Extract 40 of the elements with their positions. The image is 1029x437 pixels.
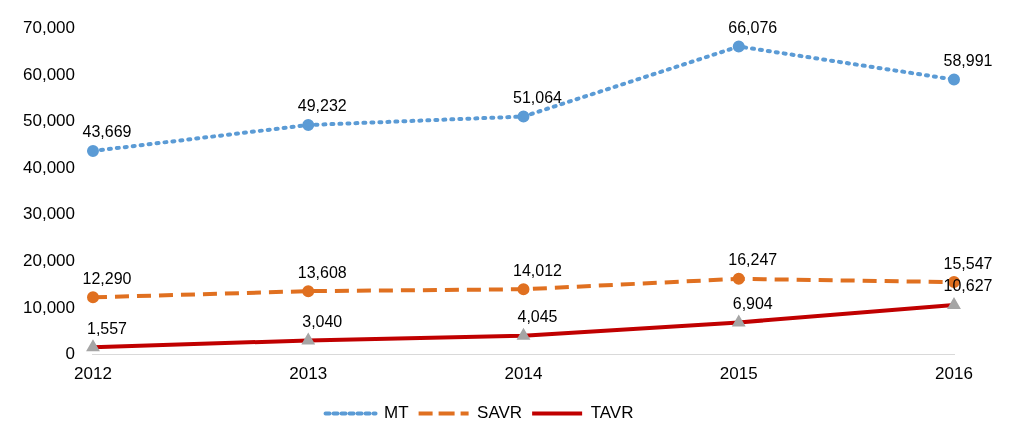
data-label: 10,627	[943, 277, 993, 295]
y-tick-label: 70,000	[23, 17, 75, 37]
point	[948, 73, 960, 86]
y-tick-label: 20,000	[23, 251, 75, 271]
point	[87, 291, 99, 304]
data-label: 51,064	[513, 88, 563, 106]
data-label: 14,012	[513, 261, 563, 279]
point	[302, 119, 315, 132]
data-label: 16,247	[728, 251, 778, 269]
x-tick-label: 2014	[504, 364, 543, 384]
data-label: 15,547	[943, 254, 993, 272]
data-label: 58,991	[943, 51, 993, 69]
y-tick-label: 10,000	[23, 297, 75, 317]
point	[732, 40, 745, 53]
y-tick-label: 40,000	[23, 157, 75, 177]
y-tick-label: 30,000	[23, 204, 75, 224]
x-tick-label: 2015	[719, 364, 758, 384]
x-tick-label: 2012	[74, 364, 112, 384]
point	[302, 285, 315, 298]
y-tick-label: 0	[65, 344, 75, 364]
data-label: 4,045	[517, 308, 558, 326]
point	[517, 110, 530, 123]
data-label: 3,040	[302, 312, 343, 330]
y-tick-label: 50,000	[23, 111, 75, 131]
x-tick-label: 2016	[935, 364, 973, 384]
data-label: 13,608	[297, 263, 347, 281]
legend-label: TAVR	[590, 403, 634, 423]
data-label: 49,232	[297, 97, 347, 115]
data-label: 43,669	[82, 123, 132, 141]
legend-label: MT	[384, 403, 409, 423]
y-tick-label: 60,000	[23, 64, 75, 84]
point	[732, 272, 745, 285]
point	[517, 283, 530, 296]
x-tick-label: 2013	[289, 364, 328, 384]
data-label: 6,904	[732, 294, 773, 312]
data-label: 12,290	[82, 269, 132, 287]
data-label: 66,076	[728, 18, 778, 36]
point	[87, 144, 99, 157]
legend-label: SAVR	[477, 403, 523, 423]
data-label: 1,557	[86, 319, 128, 337]
